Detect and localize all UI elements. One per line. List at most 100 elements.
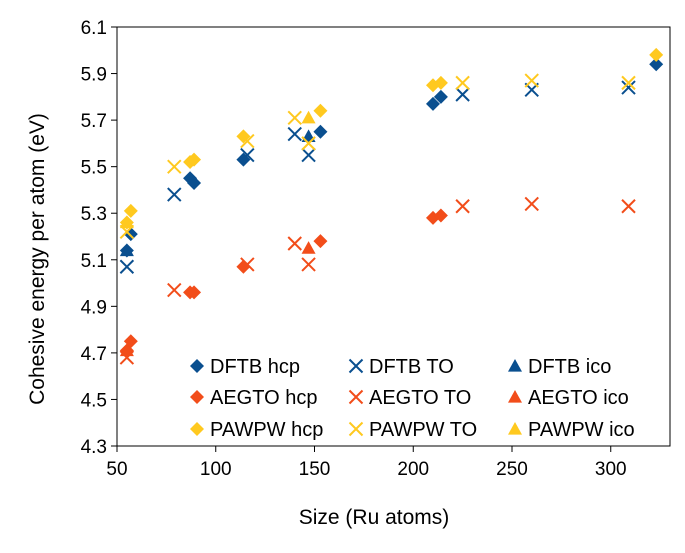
legend-swatch [348, 389, 364, 405]
legend-swatch [508, 422, 522, 435]
series-dftb-hcp [119, 57, 664, 258]
legend-swatch [348, 421, 364, 437]
legend-swatch [190, 422, 204, 436]
legend-swatch [190, 390, 204, 404]
y-tick-label: 4.9 [81, 297, 107, 318]
series-aegto-hcp [119, 208, 448, 358]
data-point [119, 259, 135, 274]
data-markers [119, 47, 664, 365]
data-point [455, 75, 470, 91]
plot-frame [116, 26, 671, 447]
y-tick-label: 4.3 [81, 437, 107, 458]
data-point [301, 241, 316, 254]
data-point [455, 199, 470, 214]
data-point [187, 175, 202, 190]
data-point [313, 124, 328, 139]
legend-item-pawpw-hcp: PAWPW hcp [190, 419, 323, 441]
y-tick-label: 6.1 [81, 18, 107, 39]
data-point [426, 96, 440, 111]
legend-item-aegto-to: AEGTO TO [348, 387, 471, 409]
x-axis-label: Size (Ru atoms) [299, 506, 450, 529]
data-point [187, 152, 202, 167]
data-point [621, 80, 636, 95]
data-point [455, 87, 470, 102]
x-axis-ticks: 50 100 150 200 250 300 [106, 446, 627, 480]
data-point [313, 234, 328, 249]
x-tick-label: 100 [200, 459, 232, 480]
data-point [287, 236, 302, 251]
data-point [301, 110, 316, 124]
data-point [524, 196, 539, 212]
legend-label: AEGTO ico [528, 387, 629, 409]
legend-item-dftb-ico: DFTB ico [508, 356, 611, 378]
data-point [167, 282, 182, 298]
y-axis-label: Cohesive energy per atom (eV) [26, 113, 49, 405]
legend-label: PAWPW TO [369, 419, 477, 441]
data-point [649, 57, 664, 72]
legend-swatch [348, 358, 364, 374]
data-point [167, 159, 182, 174]
y-tick-label: 5.1 [81, 251, 107, 272]
x-tick-label: 150 [299, 459, 331, 480]
legend-item-dftb-hcp: DFTB hcp [190, 356, 300, 378]
data-point [123, 203, 138, 218]
y-tick-label: 5.9 [81, 65, 107, 86]
legend-swatch [190, 359, 204, 373]
series-dftb-to [119, 80, 636, 274]
data-point [313, 103, 328, 118]
series-aegto-ico [119, 241, 316, 357]
data-point [119, 215, 134, 229]
y-tick-label: 4.5 [81, 390, 107, 411]
legend-label: DFTB hcp [210, 356, 300, 378]
x-tick-label: 250 [496, 459, 528, 480]
data-point [433, 89, 448, 104]
legend-label: AEGTO TO [369, 387, 471, 409]
legend-label: PAWPW hcp [210, 419, 323, 441]
data-point [287, 126, 302, 142]
legend-swatch [508, 390, 522, 403]
data-point [167, 187, 182, 202]
data-point [119, 243, 134, 257]
y-tick-label: 5.5 [81, 158, 107, 179]
data-point [621, 75, 636, 91]
data-point [433, 75, 448, 90]
data-point [240, 257, 255, 272]
series-pawpw-ico [119, 110, 316, 229]
data-point [240, 147, 255, 163]
data-point [621, 199, 636, 214]
legend-item-pawpw-ico: PAWPW ico [508, 419, 635, 441]
series-pawpw-hcp [119, 47, 664, 230]
data-point [301, 136, 316, 151]
data-point [433, 208, 448, 223]
legend-label: DFTB TO [369, 356, 454, 378]
legend-swatch [508, 359, 522, 372]
data-point [240, 133, 255, 149]
legend-label: DFTB ico [528, 356, 611, 378]
x-tick-label: 300 [595, 459, 627, 480]
series-pawpw-to [119, 73, 636, 240]
data-point [301, 147, 316, 163]
y-tick-label: 5.3 [81, 204, 107, 225]
y-axis-ticks: 4.3 4.5 4.7 4.9 5.1 5.3 5.5 5.7 5.9 6.1 [81, 18, 117, 458]
plot-border [116, 26, 671, 447]
legend-item-pawpw-to: PAWPW TO [348, 419, 477, 441]
legend-item-aegto-hcp: AEGTO hcp [190, 387, 317, 409]
y-tick-label: 5.7 [81, 111, 107, 132]
x-tick-label: 50 [106, 459, 127, 480]
data-point [524, 73, 539, 88]
data-point [187, 285, 202, 300]
data-point [119, 343, 134, 357]
legend-label: PAWPW ico [528, 419, 635, 441]
legend: DFTB hcp DFTB TO DFTB ico AEGTO hcp AEGTO TO… [190, 356, 635, 441]
y-tick-label: 4.7 [81, 344, 107, 365]
legend-item-aegto-ico: AEGTO ico [508, 387, 629, 409]
data-point [649, 47, 664, 62]
data-point [287, 110, 302, 125]
data-point [301, 129, 316, 143]
data-point [301, 257, 316, 272]
legend-label: AEGTO hcp [210, 387, 317, 409]
series-aegto-to [119, 196, 636, 365]
legend-item-dftb-to: DFTB TO [348, 356, 454, 378]
series-dftb-ico [119, 129, 316, 257]
